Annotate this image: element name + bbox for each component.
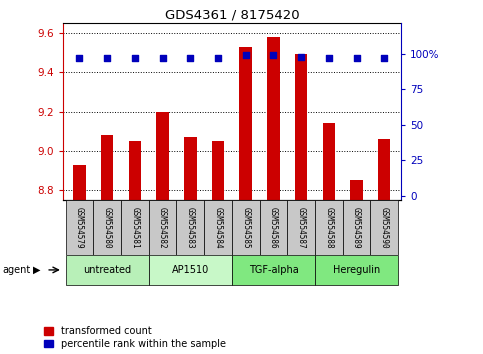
Text: GSM554585: GSM554585 (241, 207, 250, 248)
FancyBboxPatch shape (149, 200, 176, 255)
Bar (156, 112, 169, 200)
Point (75, 55, 83, 61)
FancyBboxPatch shape (315, 200, 343, 255)
Text: agent: agent (2, 265, 30, 275)
Text: untreated: untreated (83, 265, 131, 275)
Text: GSM554579: GSM554579 (75, 207, 84, 248)
Bar (267, 37, 280, 200)
Text: GSM554582: GSM554582 (158, 207, 167, 248)
FancyBboxPatch shape (287, 200, 315, 255)
Bar (73, 165, 85, 200)
Point (381, 55, 388, 61)
Bar (212, 141, 224, 200)
FancyBboxPatch shape (259, 200, 287, 255)
Title: GDS4361 / 8175420: GDS4361 / 8175420 (165, 9, 299, 22)
FancyBboxPatch shape (149, 255, 232, 285)
Point (325, 55, 333, 61)
Text: GSM554587: GSM554587 (297, 207, 306, 248)
Text: GSM554583: GSM554583 (186, 207, 195, 248)
FancyBboxPatch shape (176, 200, 204, 255)
Text: GSM554590: GSM554590 (380, 207, 389, 248)
Point (353, 55, 360, 61)
Bar (184, 137, 197, 200)
Text: GSM554588: GSM554588 (325, 207, 333, 248)
Text: Heregulin: Heregulin (333, 265, 380, 275)
FancyBboxPatch shape (204, 200, 232, 255)
FancyBboxPatch shape (66, 200, 93, 255)
Text: TGF-alpha: TGF-alpha (249, 265, 298, 275)
FancyBboxPatch shape (315, 255, 398, 285)
Bar (378, 139, 390, 200)
Point (103, 55, 111, 61)
Bar (323, 123, 335, 200)
Point (131, 55, 139, 61)
Text: ▶: ▶ (33, 265, 41, 275)
Point (159, 55, 167, 61)
FancyBboxPatch shape (370, 200, 398, 255)
Point (297, 54, 305, 59)
Text: GSM554589: GSM554589 (352, 207, 361, 248)
Point (214, 55, 222, 61)
Bar (240, 47, 252, 200)
Text: GSM554584: GSM554584 (213, 207, 223, 248)
Text: GSM554580: GSM554580 (102, 207, 112, 248)
Point (186, 55, 194, 61)
Legend: transformed count, percentile rank within the sample: transformed count, percentile rank withi… (43, 326, 226, 349)
Point (270, 52, 277, 58)
Bar (128, 141, 141, 200)
FancyBboxPatch shape (343, 200, 370, 255)
Bar (295, 55, 307, 200)
FancyBboxPatch shape (66, 255, 149, 285)
FancyBboxPatch shape (232, 200, 259, 255)
Text: GSM554586: GSM554586 (269, 207, 278, 248)
FancyBboxPatch shape (232, 255, 315, 285)
Text: GSM554581: GSM554581 (130, 207, 139, 248)
Text: AP1510: AP1510 (171, 265, 209, 275)
Point (242, 52, 250, 58)
FancyBboxPatch shape (121, 200, 149, 255)
Bar (101, 135, 114, 200)
FancyBboxPatch shape (93, 200, 121, 255)
Bar (350, 180, 363, 200)
